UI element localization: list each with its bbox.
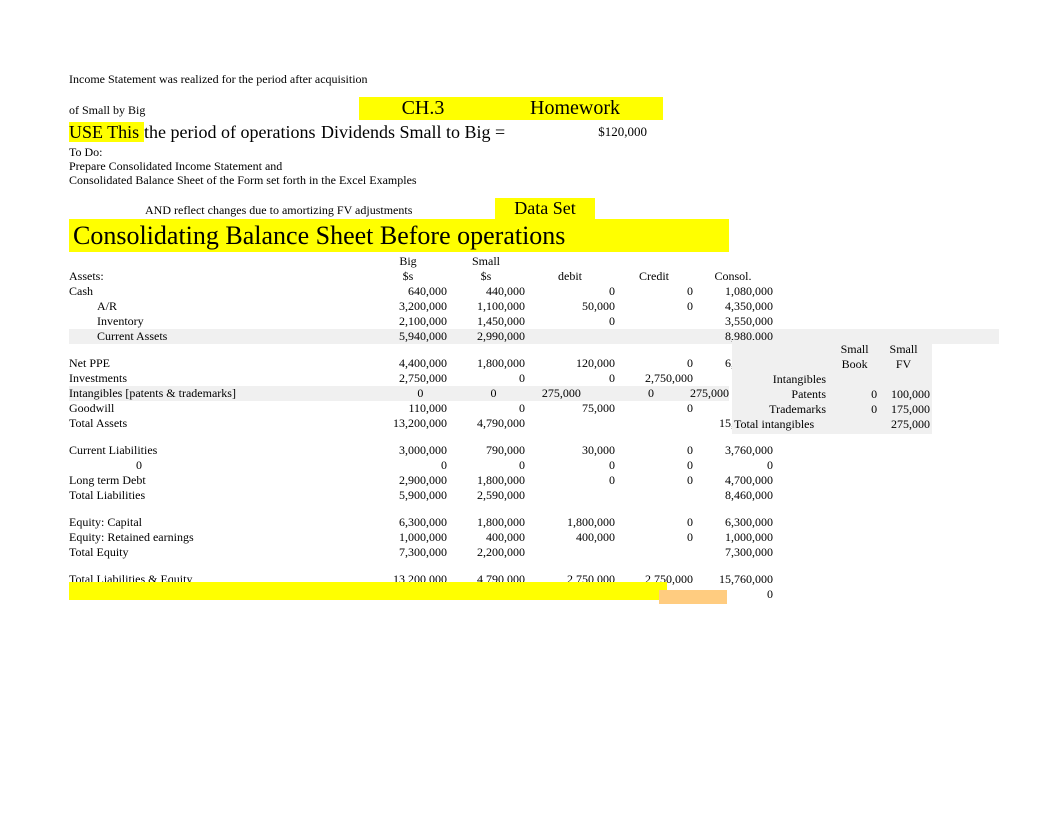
header-line1: Income Statement was realized for the pe… bbox=[69, 73, 999, 87]
row-intangibles: Intangibles [patents & trademarks] 0 0 2… bbox=[69, 386, 729, 401]
col-big-unit: $s bbox=[369, 269, 447, 284]
row-equity-re: Equity: Retained earnings 1,000,000 400,… bbox=[69, 530, 999, 545]
col-debit: debit bbox=[525, 269, 615, 284]
row-ltd: Long term Debt 2,900,000 1,800,000 0 0 4… bbox=[69, 473, 999, 488]
dataset-label: Data Set bbox=[495, 198, 595, 219]
side-h-small1: Small bbox=[832, 342, 877, 357]
row-total-equity: Total Equity 7,300,000 2,200,000 7,300,0… bbox=[69, 545, 999, 560]
col-consol: Consol. bbox=[693, 269, 773, 284]
row-current-liab: Current Liabilities 3,000,000 790,000 30… bbox=[69, 443, 999, 458]
amort-note: AND reflect changes due to amortizing FV… bbox=[145, 204, 495, 218]
side-h-fv: FV bbox=[877, 357, 930, 372]
bottom-highlight-bar bbox=[69, 582, 667, 600]
row-inventory: Inventory 2,100,000 1,450,000 0 3,550,00… bbox=[69, 314, 999, 329]
side-total-label: Total intangibles bbox=[734, 417, 832, 432]
dividends-label: Dividends Small to Big = bbox=[321, 122, 581, 143]
side-intangibles-label: Intangibles bbox=[734, 372, 832, 387]
row-equity-capital: Equity: Capital 6,300,000 1,800,000 1,80… bbox=[69, 515, 999, 530]
bottom-orange-bar bbox=[659, 590, 727, 604]
header-block: Income Statement was realized for the pe… bbox=[69, 73, 999, 252]
assets-label: Assets: bbox=[69, 269, 369, 284]
side-patents-label: Patents bbox=[734, 387, 832, 402]
dividends-value: $120,000 bbox=[581, 125, 647, 140]
side-tm-book: 0 bbox=[832, 402, 877, 417]
side-tm-fv: 175,000 bbox=[877, 402, 930, 417]
col-big: Big bbox=[369, 254, 447, 269]
row-ar: A/R 3,200,000 1,100,000 50,000 0 4,350,0… bbox=[69, 299, 999, 314]
period-label: the period of operations bbox=[144, 122, 321, 143]
col-header-names: Big Small bbox=[69, 254, 999, 269]
col-small: Small bbox=[447, 254, 525, 269]
todo-label: To Do: bbox=[69, 146, 999, 160]
side-h-book: Book bbox=[832, 357, 877, 372]
side-h-small2: Small bbox=[877, 342, 930, 357]
homework-label: Homework bbox=[487, 97, 663, 120]
col-header-units: Assets: $s $s debit Credit Consol. bbox=[69, 269, 999, 284]
side-patents-book: 0 bbox=[832, 387, 877, 402]
prepare-line1: Prepare Consolidated Income Statement an… bbox=[69, 160, 999, 174]
row-total-liab: Total Liabilities 5,900,000 2,590,000 8,… bbox=[69, 488, 999, 503]
chapter-label: CH.3 bbox=[359, 97, 487, 120]
col-small-unit: $s bbox=[447, 269, 525, 284]
col-credit: Credit bbox=[615, 269, 693, 284]
worksheet: Income Statement was realized for the pe… bbox=[69, 73, 999, 602]
side-intangibles-table: Small Small Book FV Intangibles Patents … bbox=[732, 340, 932, 434]
side-total-fv: 275,000 bbox=[877, 417, 930, 432]
row-zero: 0 0 0 0 0 0 bbox=[69, 458, 999, 473]
side-patents-fv: 100,000 bbox=[877, 387, 930, 402]
side-tm-label: Trademarks bbox=[734, 402, 832, 417]
main-title: Consolidating Balance Sheet Before opera… bbox=[69, 219, 729, 253]
prepare-line2: Consolidated Balance Sheet of the Form s… bbox=[69, 174, 999, 188]
header-line2: of Small by Big bbox=[69, 104, 359, 118]
row-cash: Cash 640,000 440,000 0 0 1,080,000 bbox=[69, 284, 999, 299]
use-this-label: USE This bbox=[69, 122, 144, 143]
